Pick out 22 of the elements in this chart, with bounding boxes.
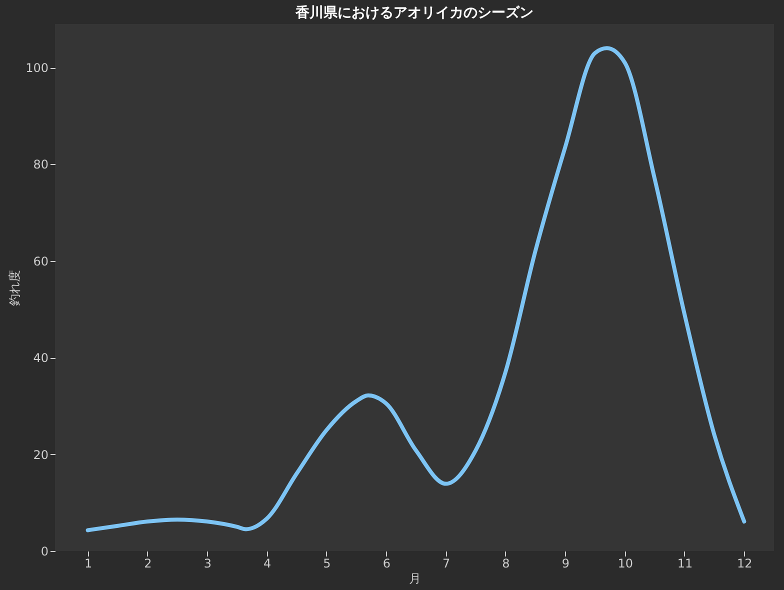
x-tick-label: 5 (323, 556, 331, 570)
x-tick-label: 4 (264, 556, 272, 570)
y-tick-label: 40 (33, 351, 48, 366)
x-axis-title: 月 (409, 572, 421, 586)
x-tick-label: 12 (737, 556, 752, 570)
x-tick-label: 7 (442, 556, 450, 570)
x-tick-label: 8 (502, 556, 510, 570)
y-tick-label: 80 (33, 158, 48, 172)
x-tick-label: 11 (677, 556, 693, 570)
y-tick-label: 60 (33, 254, 48, 268)
y-tick-label: 0 (40, 544, 48, 558)
x-tick-label: 9 (562, 556, 570, 570)
x-tick-label: 3 (204, 556, 212, 570)
y-tick-label: 100 (26, 61, 48, 76)
y-tick-label: 20 (33, 448, 48, 462)
chart-title: 香川県におけるアオリイカのシーズン (294, 5, 534, 21)
line-series (86, 46, 746, 532)
x-tick-label: 1 (84, 556, 92, 570)
x-tick-label: 2 (144, 556, 152, 570)
x-tick-label: 10 (618, 556, 633, 570)
y-axis-title: 釣れ度 (8, 270, 22, 306)
x-tick-label: 6 (382, 556, 390, 570)
